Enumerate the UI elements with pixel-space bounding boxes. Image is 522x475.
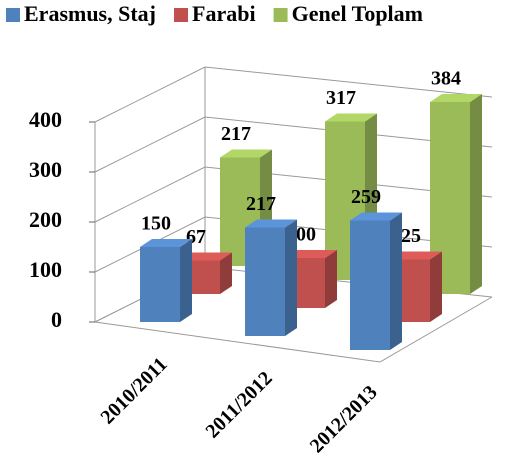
bar — [350, 220, 390, 350]
bar-top — [140, 239, 192, 247]
x-tick-label: 2010/2011 — [97, 353, 172, 428]
y-tick-label: 100 — [29, 257, 62, 282]
y-tick-label: 200 — [29, 207, 62, 232]
legend-label: Erasmus, Staj — [24, 1, 156, 26]
bar-side — [285, 219, 297, 336]
legend-swatch — [273, 8, 288, 22]
data-label: 217 — [246, 193, 276, 215]
legend-label: Farabi — [192, 1, 256, 26]
bar-side — [390, 212, 402, 350]
legend-label: Genel Toplam — [292, 1, 423, 26]
bar-top — [325, 113, 377, 122]
floor — [94, 296, 493, 363]
data-label: 317 — [326, 87, 356, 109]
legend-swatch — [6, 8, 20, 22]
legend-swatch — [174, 8, 189, 22]
bar-top — [350, 212, 402, 221]
y-tick-label: 0 — [51, 307, 62, 332]
bar-top — [285, 250, 337, 258]
bar-top — [390, 251, 442, 260]
bar-side — [470, 94, 482, 294]
data-label: 150 — [141, 213, 171, 235]
x-tick-label: 2011/2012 — [202, 367, 277, 442]
bar-side — [430, 251, 442, 322]
bar-top — [220, 149, 272, 158]
bar — [245, 227, 285, 336]
bar-top — [180, 252, 232, 261]
data-label: 217 — [221, 123, 251, 145]
bar-side — [220, 252, 232, 294]
bar-top — [245, 219, 297, 228]
bar-side — [325, 250, 337, 308]
y-tick-label: 400 — [29, 107, 62, 132]
bar-top — [430, 94, 482, 102]
bar-side — [180, 239, 192, 322]
y-tick-label: 300 — [29, 157, 62, 182]
data-label: 384 — [431, 68, 461, 90]
bar — [140, 247, 180, 322]
data-label: 259 — [351, 186, 381, 208]
x-tick-label: 2012/2013 — [306, 381, 382, 457]
